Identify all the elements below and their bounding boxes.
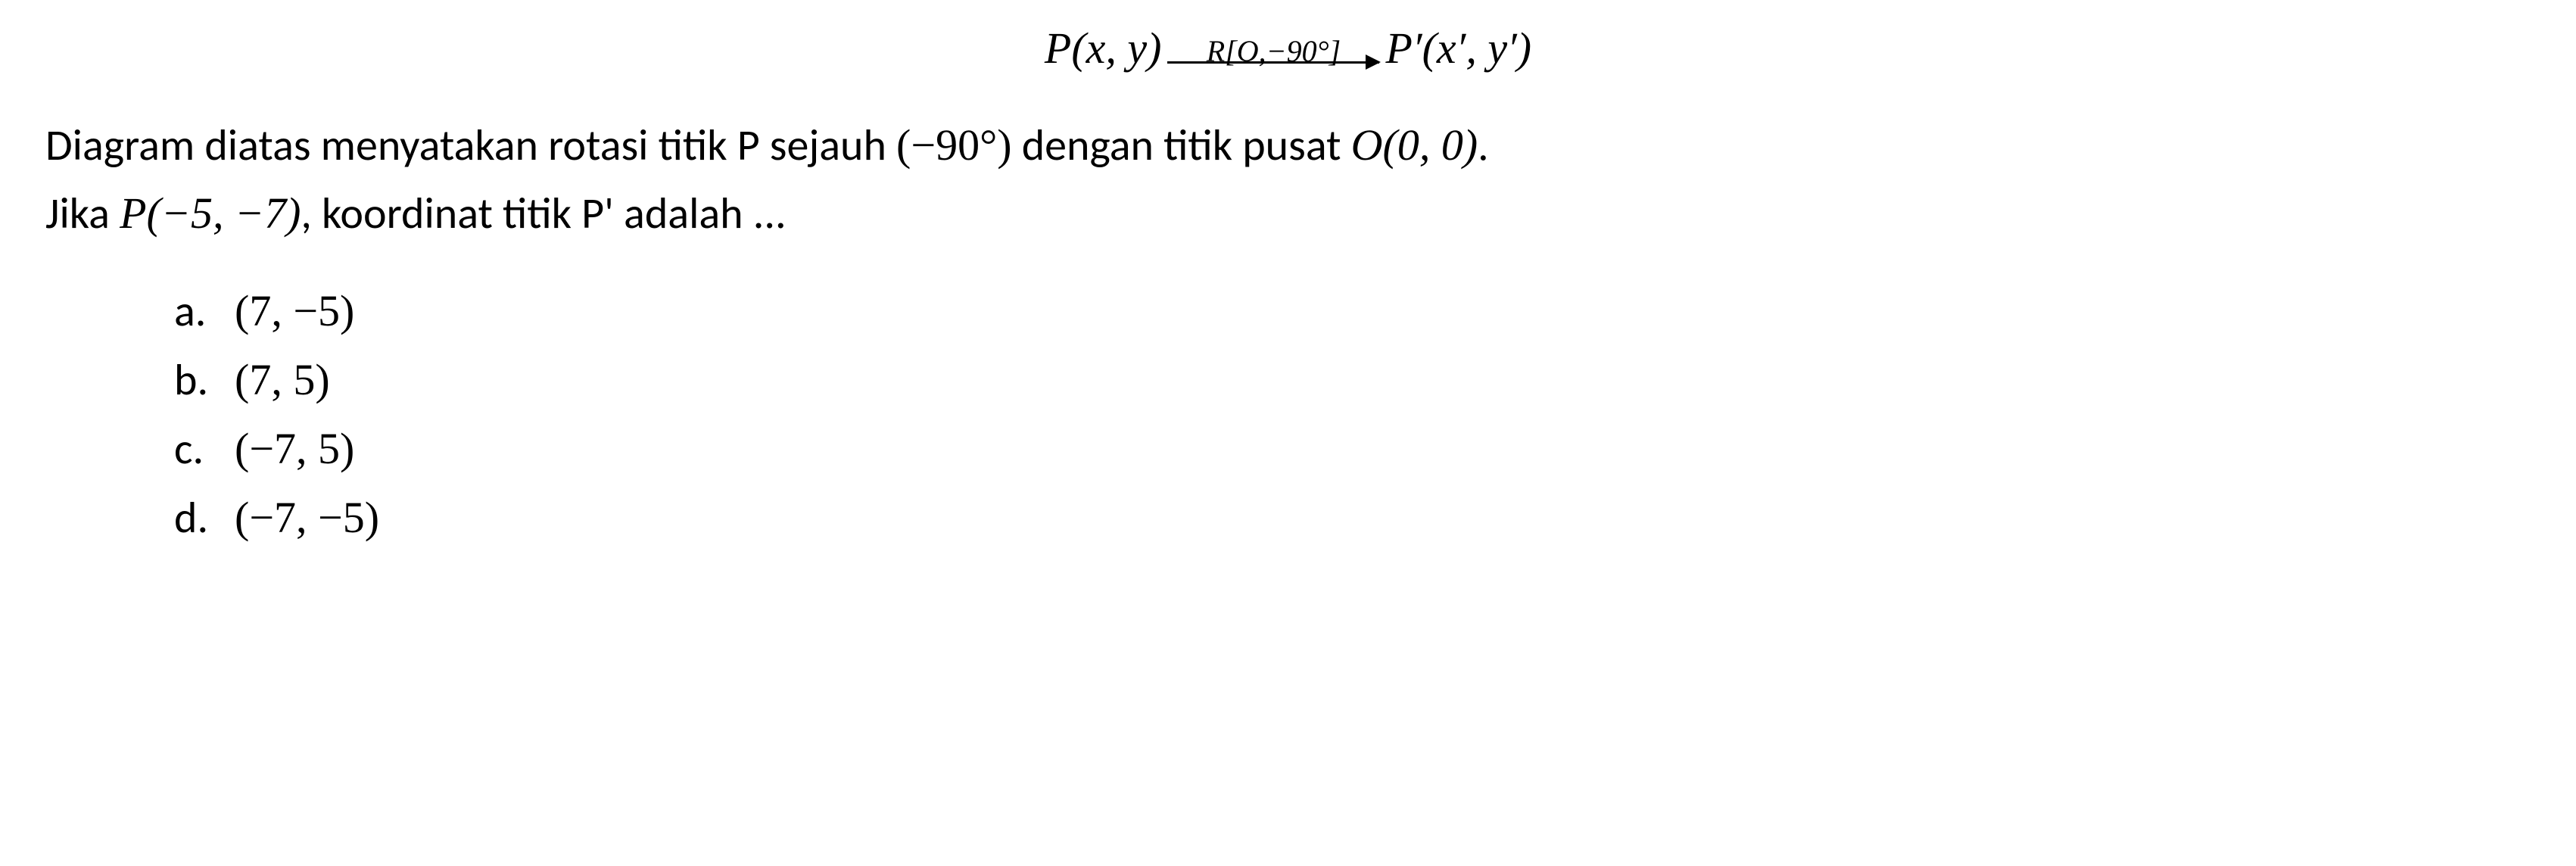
formula-left: P(x, y) [1045,23,1162,73]
desc-period: . [1478,120,1489,170]
option-b: b. (7, 5) [174,347,2531,413]
option-a-label: a. [174,278,235,344]
option-a: a. (7, −5) [174,278,2531,344]
formula-inner: P(x, y) R[O,−90°] P′(x′, y′) [1045,23,1531,73]
option-b-value: (7, 5) [235,347,330,413]
arrow-container: R[O,−90°] [1167,33,1379,64]
option-c: c. (−7, 5) [174,416,2531,481]
desc-text-4: , koordinat titik P' adalah ... [301,186,786,240]
problem-description: Diagram diatas menyatakan rotasi titik P… [45,111,2531,248]
formula-right: P′(x′, y′) [1385,23,1531,73]
desc-text-1: Diagram diatas menyatakan rotasi titik P… [45,118,896,172]
option-d-value: (−7, −5) [235,484,379,550]
desc-text-3: Jika [45,186,120,240]
option-b-label: b. [174,347,235,413]
answer-options: a. (7, −5) b. (7, 5) c. (−7, 5) d. (−7, … [45,278,2531,550]
option-c-value: (−7, 5) [235,416,354,481]
rotation-formula: P(x, y) R[O,−90°] P′(x′, y′) [45,23,2531,73]
arrow-line [1167,61,1379,64]
option-a-value: (7, −5) [235,278,354,344]
desc-point: P(−5, −7) [120,188,301,238]
option-c-label: c. [174,416,235,481]
option-d: d. (−7, −5) [174,484,2531,550]
desc-angle: (−90°) [896,120,1012,170]
desc-text-2: dengan titik pusat [1012,118,1351,172]
option-d-label: d. [174,484,235,550]
desc-center: O(0, 0) [1351,120,1478,170]
arrow-head-icon [1366,55,1381,70]
